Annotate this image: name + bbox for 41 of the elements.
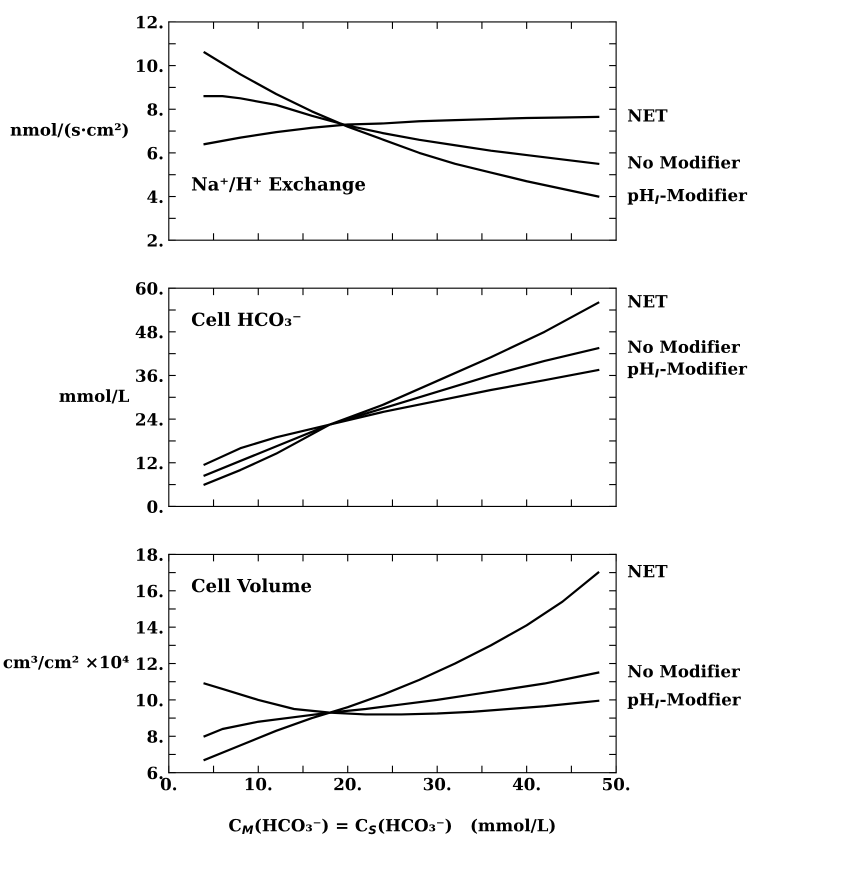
y-tick-label: 12. — [136, 657, 163, 670]
x-tick-label: 0. — [160, 778, 176, 790]
x-tick-label: 20. — [334, 778, 361, 790]
legend-label: No Modifier — [628, 664, 740, 678]
annotation: Na⁺/H⁺ Exchange — [192, 176, 366, 194]
y-tick-label: 8. — [147, 730, 163, 743]
legend-label: pH$_{I}$-Modfier — [628, 692, 741, 709]
legend-label: No Modifier — [628, 156, 740, 169]
y-tick-label: 12. — [136, 16, 163, 29]
y-tick-label: 10. — [136, 694, 163, 706]
legend-label: NET — [628, 109, 668, 122]
y-tick-label: 14. — [136, 621, 163, 634]
y-tick-label: 48. — [136, 326, 163, 338]
annotation: Cell Volume — [192, 578, 312, 592]
y-tick-label: 24. — [136, 413, 163, 426]
y-tick-label: 4. — [147, 190, 163, 204]
annotation: Cell HCO₃⁻ — [192, 312, 300, 326]
y-tick-label: 16. — [136, 584, 163, 598]
y-axis-title: cm³/cm² ×10⁴ — [4, 656, 129, 670]
y-tick-label: 60. — [136, 282, 163, 295]
y-tick-label: 6. — [148, 766, 163, 780]
y-tick-label: 6. — [148, 146, 163, 160]
x-tick-label: 10. — [246, 778, 272, 790]
y-tick-label: 0. — [147, 500, 163, 513]
x-axis-title: C$_{M}$(HCO₃⁻) = C$_{S}$(HCO₃⁻) (mmol/L) — [229, 818, 555, 834]
legend-label: NET — [628, 295, 668, 308]
y-tick-label: 8. — [147, 103, 163, 116]
legend-label: NET — [628, 565, 668, 578]
y-axis-title: mmol/L — [59, 389, 130, 404]
x-tick-label: 30. — [424, 778, 450, 790]
legend-label: pH$_{I}$-Modifier — [628, 362, 748, 378]
y-tick-label: 36. — [136, 369, 163, 382]
y-tick-label: 18. — [136, 548, 163, 561]
y-tick-label: 10. — [136, 60, 163, 72]
y-tick-label: 2. — [148, 234, 163, 247]
legend-label: No Modifier — [628, 340, 740, 354]
x-tick-label: 40. — [512, 778, 540, 790]
y-tick-label: 12. — [136, 456, 163, 470]
legend-label: pH$_{I}$-Modifier — [628, 188, 748, 205]
y-axis-title: nmol/(s·cm²) — [10, 122, 128, 138]
x-tick-label: 50. — [602, 778, 630, 790]
